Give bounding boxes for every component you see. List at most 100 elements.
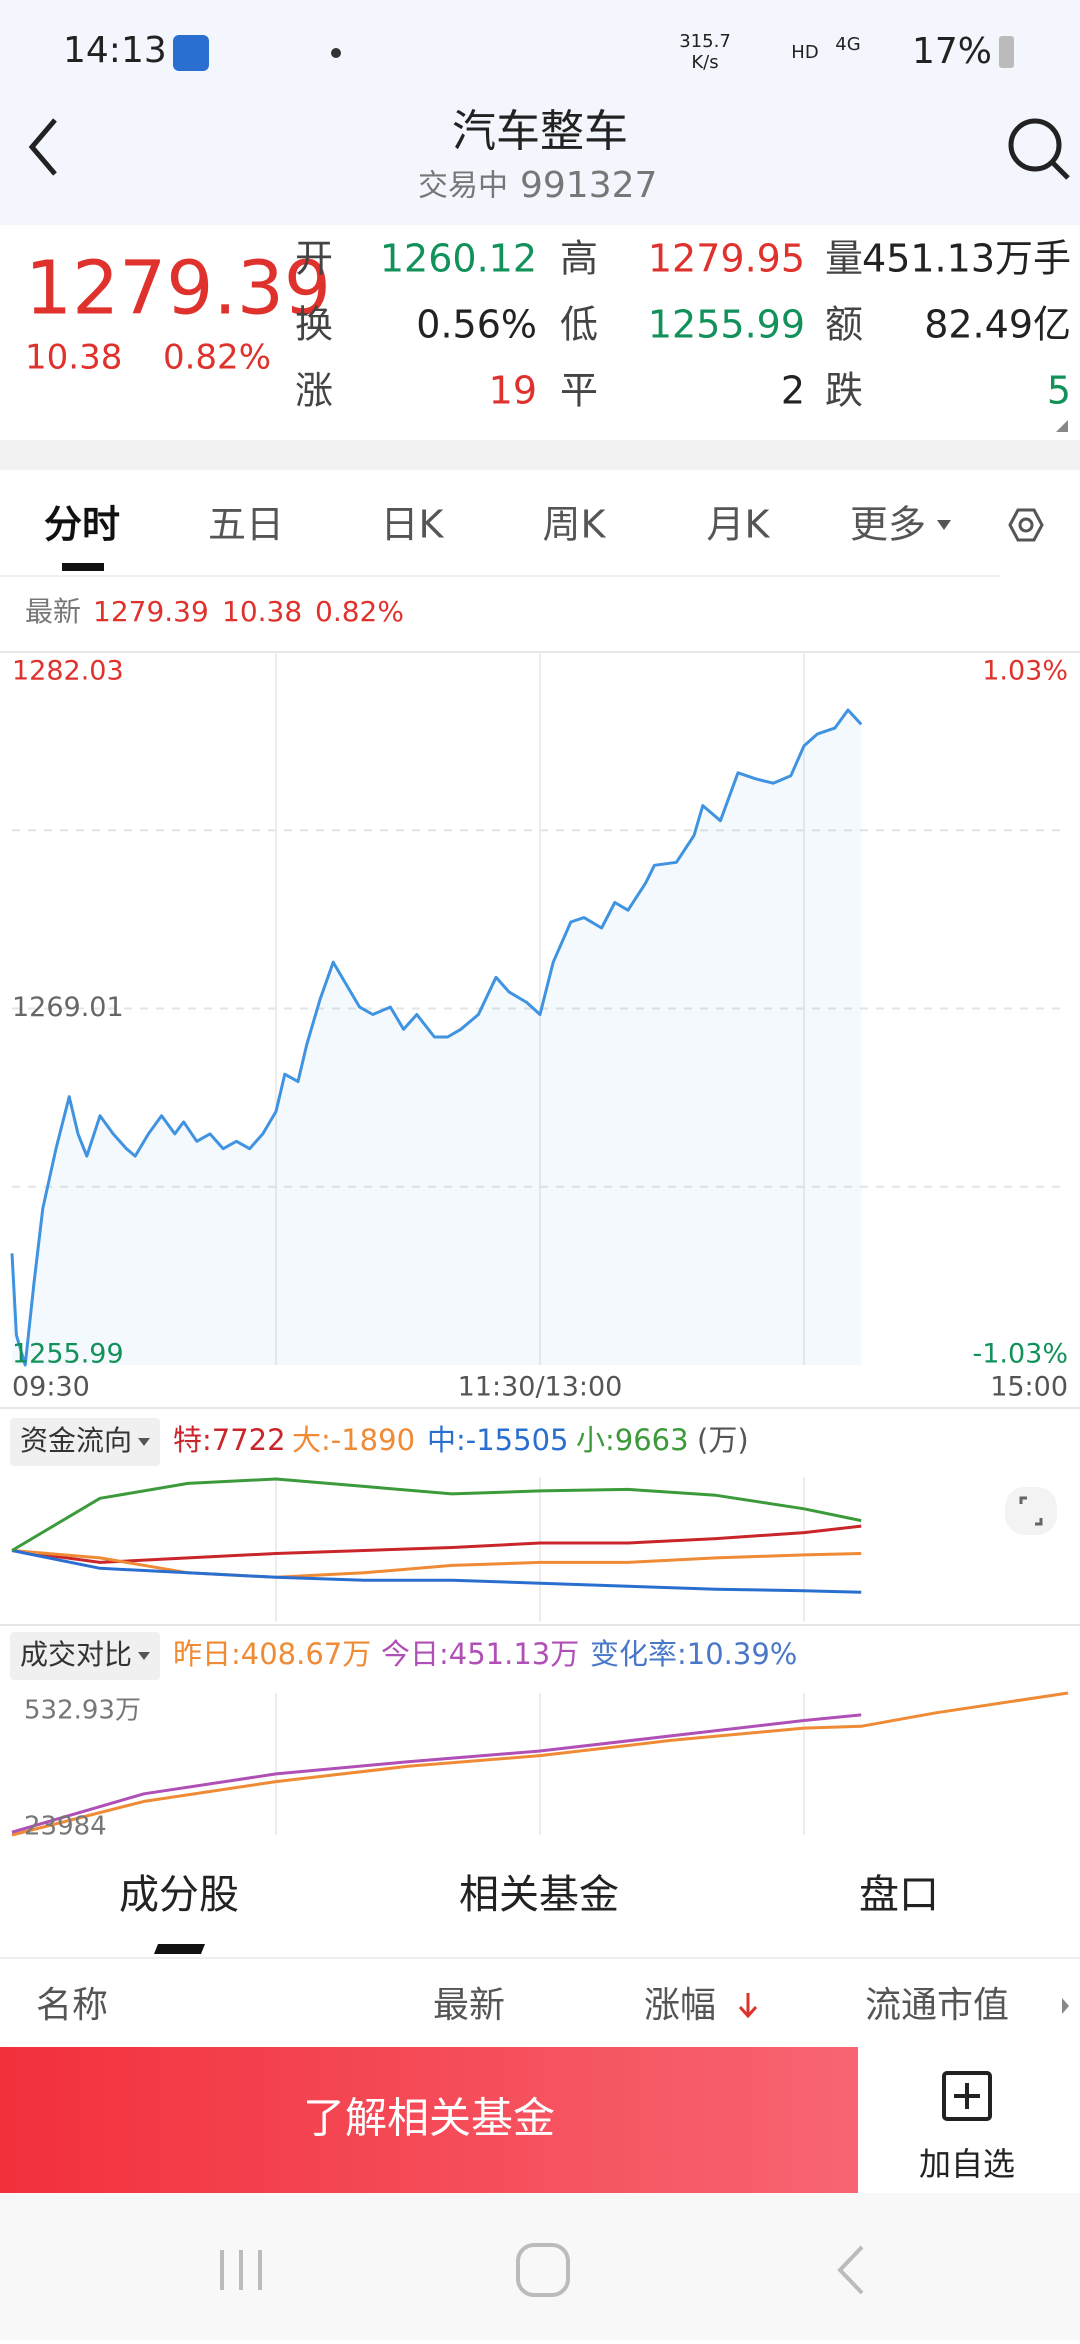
selector-box[interactable] <box>10 1632 160 1680</box>
notification-dot <box>331 48 341 58</box>
x-tick-label: 15:00 <box>990 1372 1068 1403</box>
series-line <box>10 708 863 1367</box>
recent-apps-button[interactable] <box>220 2250 262 2290</box>
index-code: 991327 <box>520 165 657 206</box>
series-line <box>11 1549 862 1579</box>
x-tick-label: 11:30/13:00 <box>458 1372 623 1403</box>
fund-button[interactable] <box>0 2047 858 2193</box>
stat-value: 451.13万手 <box>862 237 1071 281</box>
section-tab[interactable]: 相关基金 <box>459 1872 619 1918</box>
watchlist-label: 加自选 <box>919 2145 1015 2183</box>
stat-value: 19 <box>489 369 537 413</box>
battery-icon <box>999 36 1014 68</box>
legend-entry: 中:-15505 <box>427 1423 569 1457</box>
column-header[interactable]: 名称 <box>36 1985 108 2026</box>
price-change-pct: 0.82% <box>163 338 271 378</box>
sort-arrow[interactable] <box>738 1993 758 2019</box>
search-button[interactable] <box>1008 118 1070 180</box>
section-tab[interactable]: 成分股 <box>119 1872 239 1918</box>
stat-value: 1279.95 <box>648 237 805 281</box>
period-tab[interactable]: 周K <box>543 503 607 547</box>
clock: 14:13 <box>63 30 167 71</box>
section-tab[interactable]: 盘口 <box>859 1872 939 1918</box>
fund-button-label: 了解相关基金 <box>303 2094 555 2143</box>
separator-band <box>0 440 1080 470</box>
back-button[interactable] <box>28 118 57 176</box>
y-tick-label: 23984 <box>24 1812 107 1842</box>
stat-value: 0.56% <box>416 303 537 347</box>
period-tab[interactable]: 日K <box>381 503 445 547</box>
stat-value: 82.49亿 <box>924 303 1071 347</box>
stat-label: 低 <box>560 303 598 347</box>
y2-tick-label: -1.03% <box>972 1339 1068 1370</box>
page-title: 汽车整车 <box>452 106 628 157</box>
series-line <box>11 1713 862 1834</box>
selector-arrow <box>138 1438 150 1446</box>
unit-label: (万) <box>697 1423 749 1457</box>
price-change: 10.38 <box>25 338 122 378</box>
column-header[interactable]: 最新 <box>433 1985 505 2026</box>
change-rate: 变化率:10.39% <box>590 1637 797 1671</box>
period-tab[interactable]: 分时 <box>44 503 120 547</box>
column-header[interactable]: 流通市值 <box>865 1985 1009 2026</box>
period-tab[interactable]: 月K <box>707 503 771 547</box>
fullscreen-icon <box>1019 1496 1043 1526</box>
stat-value: 5 <box>1047 369 1071 413</box>
settings-dot <box>1018 517 1034 533</box>
battery-level: 17% <box>912 31 992 72</box>
x-tick-label: 09:30 <box>12 1372 90 1403</box>
y-tick-label: 1269.01 <box>12 992 124 1023</box>
back-nav-button[interactable] <box>837 2245 864 2295</box>
period-tab[interactable]: 五日 <box>208 503 284 547</box>
selector-label: 资金流向 <box>20 1424 132 1457</box>
stat-label: 额 <box>825 303 863 347</box>
stat-label: 开 <box>295 237 333 281</box>
hd-indicator: HD <box>791 42 818 63</box>
fullscreen-button[interactable] <box>1005 1487 1057 1535</box>
nav-bar <box>0 2193 1080 2340</box>
watchlist-button[interactable] <box>942 2071 992 2121</box>
stat-value: 2 <box>781 369 805 413</box>
network-type: 4G <box>835 34 860 55</box>
stat-value: 1260.12 <box>380 237 537 281</box>
latest-price: 1279.39 <box>93 595 209 628</box>
selector-box[interactable] <box>10 1418 160 1466</box>
series-line <box>11 1549 862 1594</box>
stat-label: 量 <box>825 237 863 281</box>
selector-label: 成交对比 <box>20 1638 132 1671</box>
selector-arrow <box>138 1652 150 1660</box>
latest-change-pct: 0.82% <box>315 595 404 628</box>
y2-tick-label: 1.03% <box>982 656 1068 687</box>
legend-entry: 大:-1890 <box>292 1423 415 1457</box>
stat-label: 高 <box>560 237 598 281</box>
expand-corner[interactable] <box>1056 420 1068 432</box>
legend-entry: 昨日:408.67万 <box>173 1637 371 1671</box>
stat-label: 涨 <box>295 369 333 413</box>
bottom-tab-indicator <box>154 1944 205 1954</box>
trade-status: 交易中 <box>418 169 508 204</box>
column-header[interactable]: 涨幅 <box>644 1985 716 2026</box>
stat-label: 跌 <box>825 369 863 413</box>
series-line <box>11 1524 862 1564</box>
home-button[interactable] <box>516 2243 570 2297</box>
legend-entry: 特:7722 <box>173 1423 286 1457</box>
stat-label: 平 <box>560 369 598 413</box>
tab-indicator <box>62 563 104 571</box>
period-tab[interactable]: 更多 <box>850 503 926 547</box>
legend-entry: 小:9663 <box>576 1423 689 1457</box>
y-tick-label: 1255.99 <box>12 1339 124 1370</box>
series-line <box>11 1477 862 1552</box>
app-icon <box>173 35 209 71</box>
legend-entry: 今日:451.13万 <box>381 1637 579 1671</box>
settings-button[interactable] <box>1008 508 1044 542</box>
last-price: 1279.39 <box>25 246 331 332</box>
net-speed: 315.7 <box>679 31 731 52</box>
series-line <box>11 1691 1069 1837</box>
stat-label: 换 <box>295 303 333 347</box>
scroll-arrow <box>1062 1998 1069 2014</box>
latest-label: 最新 <box>25 595 81 628</box>
y-tick-label: 1282.03 <box>12 656 124 687</box>
latest-change: 10.38 <box>222 595 302 628</box>
stat-value: 1255.99 <box>648 303 805 347</box>
